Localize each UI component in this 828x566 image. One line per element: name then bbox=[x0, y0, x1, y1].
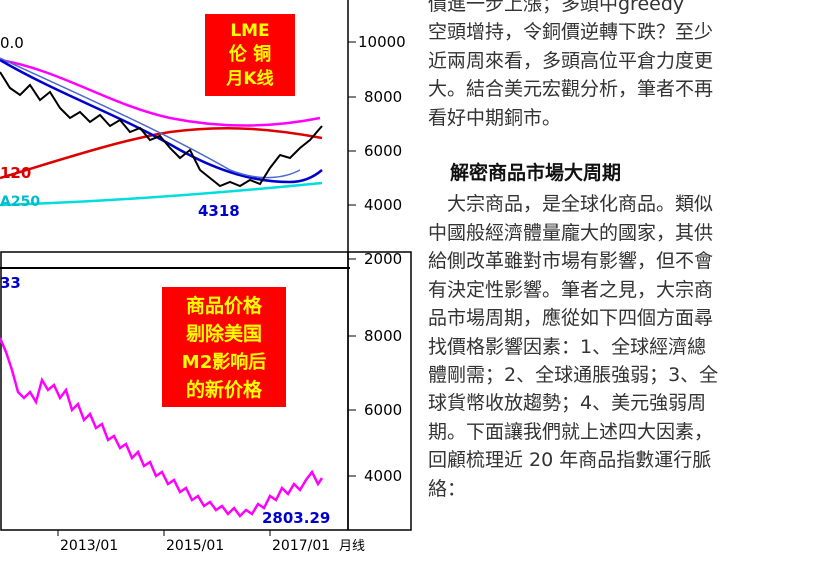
text-line: 品市場周期，應從如下四個方面尋 bbox=[428, 307, 714, 329]
ma-label-red: 120 bbox=[0, 164, 31, 182]
y-tick-label: 10000 bbox=[358, 33, 406, 51]
x-tick-label: 2017/01 bbox=[272, 538, 330, 554]
section-heading: 解密商品市場大周期 bbox=[450, 162, 622, 184]
x-axis: 2013/01 2015/01 2017/01 月线 bbox=[57, 530, 365, 554]
text-line: 空頭增持，令銅價逆轉下跌？至少 bbox=[428, 21, 714, 43]
x-tick-label: 2015/01 bbox=[166, 538, 224, 554]
y-tick-label: 6000 bbox=[364, 142, 402, 160]
y-tick-label: 2000 bbox=[364, 250, 402, 268]
top-value-fragment: 0.0 bbox=[0, 34, 24, 52]
text-line: 回顧梳理近 20 年商品指數運行脈 bbox=[428, 449, 712, 471]
top-title-line: 伦 铜 bbox=[229, 43, 271, 65]
bottom-title-line: 的新价格 bbox=[186, 378, 263, 401]
top-low-label: 4318 bbox=[198, 202, 240, 220]
y-tick-label: 6000 bbox=[364, 401, 402, 419]
ma-label-cyan: A250 bbox=[0, 194, 40, 210]
price-candles bbox=[0, 71, 323, 188]
top-y-axis: 10000 8000 6000 4000 2000 bbox=[348, 33, 406, 268]
bottom-low-label: 2803.29 bbox=[262, 509, 330, 527]
bottom-title-line: 剔除美国 bbox=[185, 322, 262, 345]
ma-magenta-line bbox=[0, 58, 321, 127]
x-tick-label: 2013/01 bbox=[60, 538, 118, 554]
ma-blue-thin-line bbox=[0, 57, 301, 179]
text-line: 球貨幣收放趨勢；4、美元強弱周 bbox=[428, 392, 707, 414]
chart-image: 10000 8000 6000 4000 2000 8000 6000 4000… bbox=[0, 0, 412, 554]
article-column: 價進一步上漲；多頭中greedy 空頭增持，令銅價逆轉下跌？至少 近兩周來看，多… bbox=[428, 0, 828, 562]
bottom-title-line: M2影响后 bbox=[182, 351, 266, 373]
text-line: 有決定性影響。筆者之見，大宗商 bbox=[428, 279, 714, 301]
bottom-value-fragment: 33 bbox=[0, 274, 21, 292]
text-line: 中國般經濟體量龐大的國家，其供 bbox=[428, 222, 714, 244]
top-title-line: LME bbox=[230, 21, 269, 41]
y-tick-label: 4000 bbox=[364, 196, 402, 214]
commodity-price-line bbox=[0, 337, 324, 518]
y-tick-label: 8000 bbox=[364, 88, 402, 106]
text-line: 近兩周來看，多頭高位平倉力度更 bbox=[428, 50, 714, 72]
text-line: 找價格影響因素：1、全球經濟總 bbox=[428, 336, 707, 358]
bottom-panel-frame bbox=[0, 251, 412, 531]
text-line: 看好中期銅市。 bbox=[428, 107, 562, 129]
text-line: 絡： bbox=[428, 478, 467, 500]
chart-svg: 10000 8000 6000 4000 2000 8000 6000 4000… bbox=[0, 0, 412, 554]
y-tick-label: 4000 bbox=[364, 467, 402, 485]
text-line: 大宗商品，是全球化商品。類似 bbox=[428, 193, 714, 215]
text-line: 期。下面讓我們就上述四大因素， bbox=[428, 421, 714, 443]
x-unit-label: 月线 bbox=[339, 539, 365, 554]
text-line: 給側改革雖對市場有影響，但不會 bbox=[428, 250, 714, 272]
top-title-line: 月K线 bbox=[225, 68, 273, 89]
text-line: 大。結合美元宏觀分析，筆者不再 bbox=[428, 78, 714, 100]
top-chart-title-box: LME 伦 铜 月K线 bbox=[205, 14, 295, 96]
text-line: 體剛需；2、全球通脹強弱；3、全 bbox=[428, 364, 719, 386]
text-line: 價進一步上漲；多頭中greedy bbox=[428, 0, 685, 15]
bottom-title-line: 商品价格 bbox=[186, 294, 263, 317]
bottom-chart-title-box: 商品价格 剔除美国 M2影响后 的新价格 bbox=[162, 287, 286, 407]
bottom-y-axis: 8000 6000 4000 bbox=[348, 327, 402, 485]
ma-red-line bbox=[0, 126, 323, 180]
y-tick-label: 8000 bbox=[364, 327, 402, 345]
ma-cyan-line bbox=[0, 181, 323, 207]
ma-blue-line bbox=[0, 58, 323, 184]
